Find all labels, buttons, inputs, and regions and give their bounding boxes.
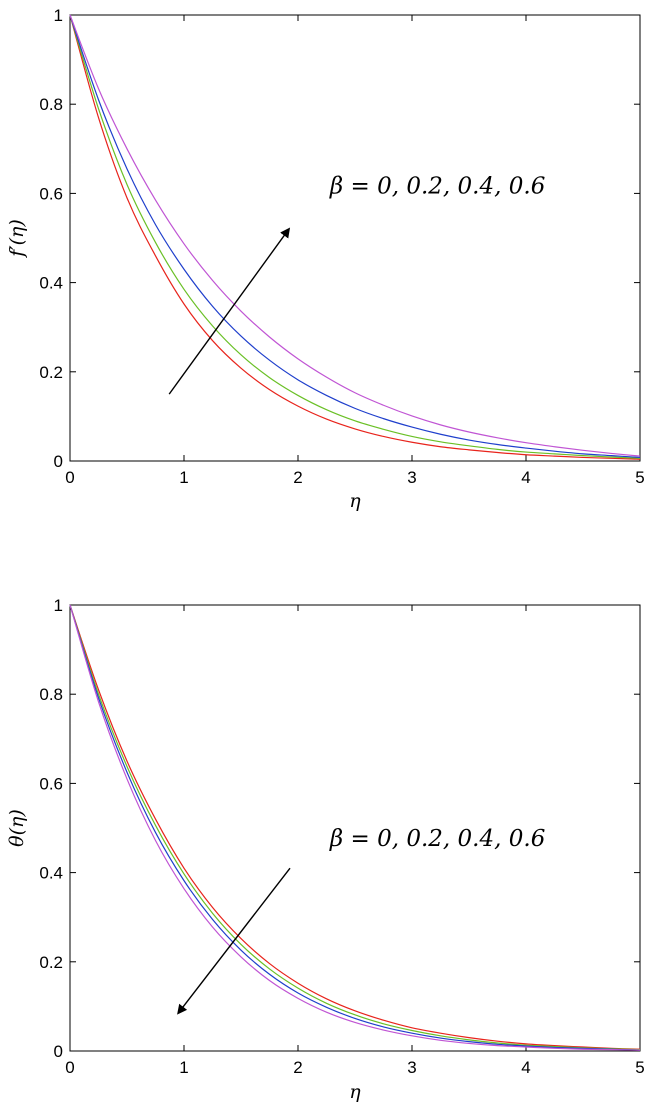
series-group xyxy=(69,14,641,460)
x-tick-label: 5 xyxy=(635,468,644,487)
series-line-2 xyxy=(69,604,641,1051)
series-line-3 xyxy=(69,604,641,1051)
x-tick-label: 2 xyxy=(293,468,302,487)
x-axis-label: η xyxy=(349,490,361,512)
x-tick-label: 0 xyxy=(65,468,74,487)
tick-group: 0 1 2 3 4 5 0 0.2 0.4 0.6 0.8 1 xyxy=(39,596,644,1077)
x-tick-label: 5 xyxy=(635,1058,644,1077)
series-line-4 xyxy=(69,604,641,1051)
y-tick-label: 0.4 xyxy=(39,274,63,293)
y-axis-label: f′(η) xyxy=(6,219,28,259)
x-tick-label: 1 xyxy=(179,468,188,487)
plot-area-frame xyxy=(69,14,641,462)
x-tick-label: 0 xyxy=(65,1058,74,1077)
series-line-4 xyxy=(69,14,641,457)
y-tick-label: 0 xyxy=(54,452,63,471)
y-tick-label: 0.2 xyxy=(39,953,63,972)
y-tick-label: 0.4 xyxy=(39,864,63,883)
x-tick-label: 3 xyxy=(407,1058,416,1077)
x-tick-label: 4 xyxy=(521,468,530,487)
beta-annotation: β = 0, 0.2, 0.4, 0.6 xyxy=(329,826,545,852)
x-tick-label: 3 xyxy=(407,468,416,487)
x-axis-label: η xyxy=(349,1081,361,1103)
y-tick-label: 1 xyxy=(54,6,63,25)
y-tick-label: 0.8 xyxy=(39,685,63,704)
beta-annotation: β = 0, 0.2, 0.4, 0.6 xyxy=(329,173,545,199)
x-tick-label: 4 xyxy=(521,1058,530,1077)
beta-arrow xyxy=(177,867,291,1015)
series-line-2 xyxy=(69,14,641,459)
x-tick-label: 2 xyxy=(293,1058,302,1077)
y-axis-label: θ(η) xyxy=(6,809,28,847)
beta-arrow xyxy=(168,227,291,395)
velocity-chart-panel: 0 1 2 3 4 5 0 0.2 0.4 0.6 0.8 1 β = 0, 0.2, 0.4, 0.… xyxy=(6,6,645,512)
y-tick-label: 1 xyxy=(54,596,63,615)
y-tick-label: 0.2 xyxy=(39,363,63,382)
y-tick-label: 0.6 xyxy=(39,184,63,203)
y-tick-label: 0.6 xyxy=(39,774,63,793)
series-line-3 xyxy=(69,14,641,459)
tick-group: 0 1 2 3 4 5 0 0.2 0.4 0.6 0.8 1 xyxy=(39,6,644,487)
x-tick-label: 1 xyxy=(179,1058,188,1077)
series-line-1 xyxy=(69,604,641,1050)
y-tick-label: 0.8 xyxy=(39,95,63,114)
series-line-1 xyxy=(69,14,641,460)
y-tick-label: 0 xyxy=(54,1042,63,1061)
temperature-chart-panel: 0 1 2 3 4 5 0 0.2 0.4 0.6 0.8 1 β = 0, 0.2, 0.4, 0.… xyxy=(6,596,645,1103)
plot-area-frame xyxy=(69,604,641,1052)
series-group xyxy=(69,604,641,1051)
